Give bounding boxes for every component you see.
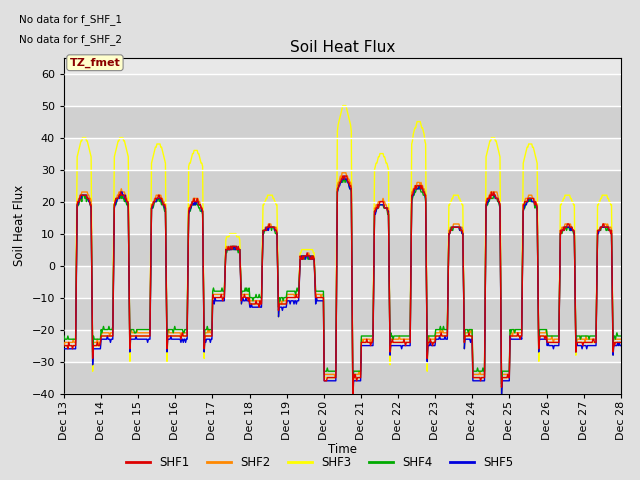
X-axis label: Time: Time <box>328 443 357 456</box>
Bar <box>64 138 621 169</box>
Bar <box>64 330 621 361</box>
Bar <box>64 265 621 298</box>
Y-axis label: Soil Heat Flux: Soil Heat Flux <box>13 185 26 266</box>
Text: TZ_fmet: TZ_fmet <box>70 58 120 68</box>
Bar <box>64 169 621 202</box>
Text: No data for f_SHF_1: No data for f_SHF_1 <box>19 14 122 25</box>
Bar <box>64 106 621 138</box>
Bar <box>64 361 621 394</box>
Bar <box>64 298 621 330</box>
Bar <box>64 234 621 265</box>
Bar <box>64 202 621 234</box>
Bar <box>64 73 621 106</box>
Legend: SHF1, SHF2, SHF3, SHF4, SHF5: SHF1, SHF2, SHF3, SHF4, SHF5 <box>122 452 518 474</box>
Text: No data for f_SHF_2: No data for f_SHF_2 <box>19 34 122 45</box>
Title: Soil Heat Flux: Soil Heat Flux <box>290 40 395 55</box>
